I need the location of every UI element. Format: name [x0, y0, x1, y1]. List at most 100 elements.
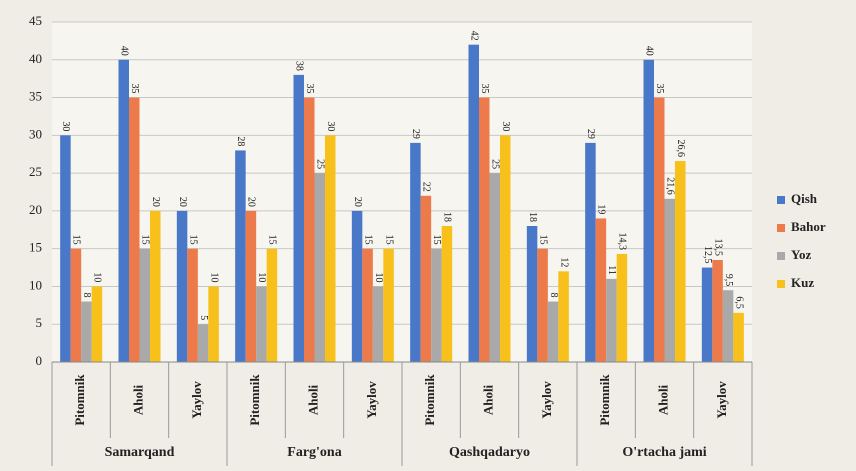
value-label: 15 [71, 235, 82, 245]
value-label: 22 [421, 182, 432, 192]
value-label: 5 [198, 315, 209, 320]
bar [139, 248, 150, 362]
bar [187, 248, 198, 362]
bar [351, 210, 363, 362]
bar [712, 260, 723, 362]
group-label: Samarqand [105, 445, 175, 460]
value-label: 6,5 [733, 296, 744, 309]
bar [558, 271, 569, 362]
value-label: 25 [314, 159, 325, 169]
x-tick-label: Aholi [480, 384, 495, 415]
bar [675, 161, 686, 362]
bar [176, 210, 188, 362]
value-label: 15 [431, 235, 442, 245]
value-label: 20 [246, 197, 257, 207]
value-label: 38 [293, 61, 304, 71]
value-label: 15 [267, 235, 278, 245]
bar [293, 74, 304, 362]
legend-label: Qish [791, 191, 818, 206]
value-label: 19 [596, 204, 607, 214]
value-label: 15 [187, 235, 198, 245]
value-label: 10 [256, 272, 267, 282]
value-label: 30 [325, 121, 336, 131]
legend-swatch [777, 196, 785, 204]
bar [441, 226, 453, 362]
value-label: 29 [585, 129, 596, 139]
bar [256, 286, 267, 362]
value-label: 14,3 [617, 232, 628, 250]
value-label: 28 [235, 136, 246, 146]
value-label: 40 [118, 46, 129, 56]
legend-swatch [777, 252, 785, 260]
bar [410, 142, 421, 362]
bar [479, 97, 490, 363]
bar [60, 135, 71, 362]
x-tick-label: Pitomnik [247, 374, 262, 426]
y-tick-label: 5 [36, 315, 43, 330]
legend-label: Bahor [791, 219, 826, 234]
bar [362, 248, 373, 362]
bar [537, 248, 548, 362]
bar [314, 173, 325, 362]
bar [325, 135, 336, 362]
legend-swatch [777, 224, 785, 232]
bar [245, 210, 257, 362]
group-label: O'rtacha jami [622, 445, 706, 460]
x-tick-label: Aholi [655, 384, 670, 415]
value-label: 10 [373, 272, 384, 282]
bar [372, 286, 384, 362]
value-label: 15 [537, 235, 548, 245]
x-tick-label: Yaylov [714, 381, 729, 419]
value-label: 40 [643, 46, 654, 56]
value-label: 35 [304, 84, 315, 94]
value-label: 30 [500, 121, 511, 131]
y-tick-label: 15 [29, 240, 42, 255]
value-label: 11 [606, 265, 617, 275]
value-label: 35 [479, 84, 490, 94]
bar [701, 267, 713, 362]
y-tick-label: 30 [29, 126, 42, 141]
bar [606, 278, 617, 362]
legend-label: Kuz [791, 275, 814, 290]
x-tick-label: Pitomnik [422, 374, 437, 426]
x-tick-label: Yaylov [364, 381, 379, 419]
y-tick-label: 25 [29, 164, 42, 179]
group-label: Qashqadaryo [449, 445, 530, 460]
value-label: 15 [383, 235, 394, 245]
x-tick-label: Yaylov [189, 381, 204, 419]
value-label: 8 [81, 293, 92, 298]
value-label: 10 [92, 272, 103, 282]
bar [118, 59, 129, 363]
bar [150, 210, 161, 362]
x-tick-label: Yaylov [539, 381, 554, 419]
bar [70, 248, 82, 362]
value-label: 35 [129, 84, 140, 94]
bar [722, 290, 734, 362]
bar [500, 135, 511, 362]
legend-label: Yoz [791, 247, 811, 262]
bar [431, 248, 442, 362]
value-label: 9,5 [723, 274, 734, 287]
value-label: 12,5 [702, 246, 713, 264]
value-label: 42 [468, 31, 479, 41]
y-tick-label: 0 [36, 353, 43, 368]
bar [547, 301, 559, 362]
value-label: 30 [60, 121, 71, 131]
plot-background [52, 22, 752, 362]
value-label: 20 [352, 197, 363, 207]
bar [643, 59, 654, 363]
bar [489, 173, 500, 362]
value-label: 20 [150, 197, 161, 207]
bar [197, 324, 209, 362]
value-label: 8 [548, 293, 559, 298]
bar [304, 97, 315, 363]
legend-swatch [777, 280, 785, 288]
y-tick-label: 35 [29, 89, 42, 104]
value-label: 15 [362, 235, 373, 245]
value-label: 15 [139, 235, 150, 245]
y-tick-label: 20 [29, 202, 42, 217]
bar [420, 195, 432, 362]
y-tick-label: 40 [29, 51, 42, 66]
value-label: 26,6 [675, 140, 686, 158]
